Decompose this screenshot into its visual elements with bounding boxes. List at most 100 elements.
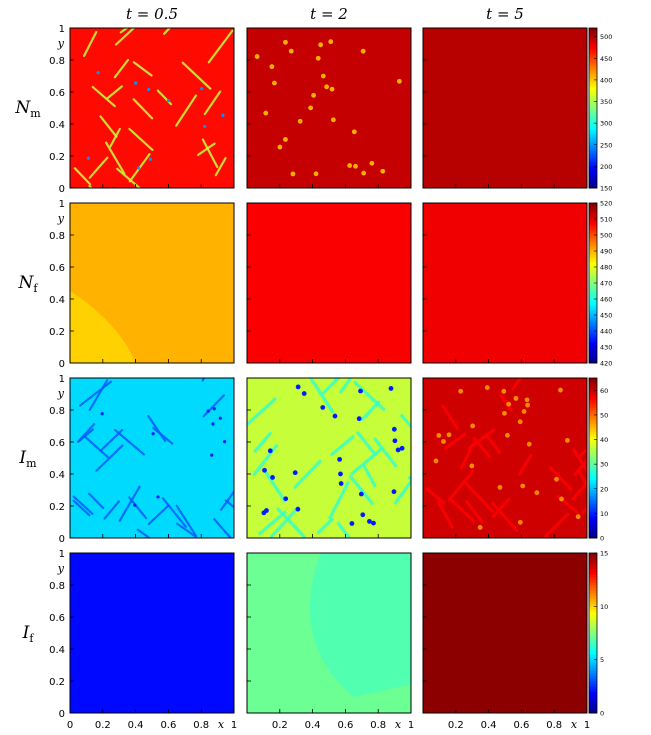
pattern-spot (267, 448, 273, 454)
y-axis-label: y (57, 562, 65, 575)
pattern-spot (262, 467, 267, 473)
colorbar-segment (589, 532, 597, 536)
colorbar-segment (589, 603, 597, 607)
colorbar-segment (589, 347, 597, 351)
colorbar-segment (589, 54, 597, 58)
colorbar-segment (589, 439, 597, 443)
pattern-streak (465, 500, 484, 524)
panel-frame (422, 377, 588, 539)
pattern-spot (436, 433, 442, 438)
pattern-streak (499, 393, 513, 412)
panel-frame (422, 552, 588, 714)
colorbar-segment (589, 49, 597, 53)
colorbar-segment (589, 498, 597, 502)
panel-frame (246, 27, 412, 189)
colorbar-segment (589, 503, 597, 507)
colorbar-segment (589, 699, 597, 703)
pattern-spot (380, 168, 386, 174)
pattern-spot (477, 525, 483, 530)
pattern-spot (320, 73, 326, 79)
y-axis-label: y (57, 37, 65, 50)
colorbar-tick-label: 300 (600, 120, 612, 128)
colorbar-segment (589, 113, 597, 117)
colorbar: 0 5 10 15 (588, 550, 608, 718)
pattern-streak (224, 499, 234, 509)
colorbar-segment (589, 299, 597, 303)
colorbar-segment (589, 468, 597, 472)
colorbar-segment (589, 601, 597, 605)
colorbar-segment (589, 487, 597, 491)
colorbar-segment (589, 555, 597, 559)
pattern-spot (254, 54, 260, 59)
colorbar-segment (589, 325, 597, 329)
pattern-spot (501, 388, 507, 394)
colorbar-segment (589, 665, 597, 669)
pattern-spot (367, 518, 372, 524)
colorbar-segment (589, 388, 597, 392)
colorbar-segment (589, 391, 597, 395)
pattern-streak (77, 428, 95, 443)
y-tick-label: 0 (59, 534, 65, 545)
colorbar-segment (589, 116, 597, 120)
pattern-spot (392, 438, 398, 444)
pattern-spot (356, 416, 362, 422)
y-tick-label: 0.6 (49, 438, 65, 449)
colorbar-segment (589, 641, 597, 645)
colorbar-segment (589, 471, 597, 475)
colorbar-segment (589, 355, 597, 359)
colorbar-segment (589, 323, 597, 327)
pattern-spot (565, 438, 570, 443)
colorbar-segment (589, 611, 597, 615)
colorbar-segment (589, 617, 597, 621)
pattern-streak (147, 504, 170, 526)
pattern-streak (316, 517, 334, 535)
colorbar-segment (589, 606, 597, 610)
y-tick-label: 0.2 (49, 677, 65, 688)
colorbar-tick-label: 400 (600, 76, 612, 84)
colorbar-segment (589, 237, 597, 241)
panel-frame (69, 377, 235, 539)
pattern-streak (73, 167, 92, 186)
colorbar-tick-label: 470 (600, 280, 612, 288)
x-tick-label: 0.8 (193, 720, 209, 731)
colorbar-segment (589, 651, 597, 655)
pattern-spot (269, 64, 275, 70)
pattern-streak (136, 528, 152, 538)
colorbar-segment (589, 126, 597, 130)
colorbar-segment (589, 625, 597, 629)
colorbar-segment (589, 399, 597, 403)
colorbar-segment (589, 240, 597, 244)
colorbar-segment (589, 705, 597, 709)
colorbar-segment (589, 667, 597, 671)
colorbar-segment (589, 70, 597, 74)
pattern-streak (72, 495, 94, 515)
column-title: t = 0.5 (126, 5, 178, 23)
x-tick-label: 0.2 (95, 720, 111, 731)
pattern-streak (161, 497, 187, 528)
pattern-spot (399, 445, 405, 451)
colorbar-tick-label: 200 (600, 163, 612, 171)
pattern-streak (436, 500, 454, 529)
colorbar-segment (589, 673, 597, 677)
pattern-spot (313, 171, 319, 177)
pattern-spot (320, 405, 326, 410)
pattern-streak (573, 458, 587, 476)
colorbar-segment (589, 283, 597, 287)
colorbar-segment (589, 431, 597, 435)
colorbar-tick-label: 450 (600, 312, 612, 320)
panel-region (70, 291, 136, 363)
pattern-streak (83, 30, 98, 57)
panel-region (309, 553, 411, 697)
pattern-spot (308, 105, 314, 111)
x-axis-label: x (218, 718, 225, 731)
heatmap-panel (423, 553, 587, 713)
colorbar-segment (589, 124, 597, 128)
colorbar-tick-label: 490 (600, 248, 612, 256)
colorbar-segment (589, 177, 597, 181)
colorbar-segment (589, 643, 597, 647)
pattern-streak (213, 518, 232, 538)
pattern-spot (295, 506, 301, 512)
x-axis-label: x (571, 718, 578, 731)
colorbar-segment (589, 81, 597, 85)
